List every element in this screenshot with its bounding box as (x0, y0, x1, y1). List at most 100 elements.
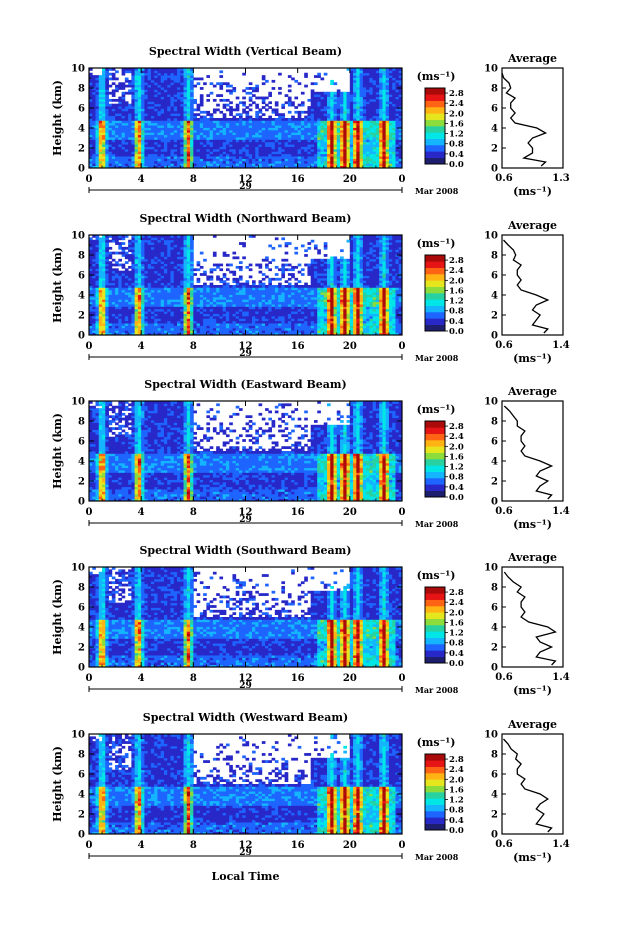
heatmap-cell (363, 130, 367, 133)
heatmap-cell (96, 158, 100, 161)
heatmap-cell (255, 158, 259, 161)
heatmap-cell (174, 78, 178, 81)
heatmap-cell (213, 316, 217, 319)
heatmap-cell (343, 139, 347, 142)
heatmap-cell (350, 99, 354, 102)
heatmap-cell (99, 85, 103, 88)
heatmap-cell (278, 120, 282, 123)
heatmap-cell (144, 118, 148, 121)
heatmap-cell (92, 142, 96, 145)
heatmap-cell (118, 123, 122, 126)
heatmap-cell (343, 108, 347, 111)
heatmap-cell (96, 80, 100, 83)
heatmap-cell (164, 158, 168, 161)
heatmap-cell (180, 330, 184, 333)
heatmap-cell (144, 316, 148, 319)
heatmap-cell (92, 149, 96, 152)
heatmap-cell (327, 111, 331, 114)
heatmap-cell (334, 125, 338, 128)
heatmap-cell (115, 237, 119, 240)
heatmap-cell (184, 142, 188, 145)
heatmap-cell (232, 130, 236, 133)
heatmap-cell (96, 82, 100, 85)
heatmap-cell (203, 130, 207, 133)
heatmap-cell (109, 247, 113, 250)
heatmap-cell (340, 123, 344, 126)
heatmap-cell (350, 139, 354, 142)
heatmap-cell (203, 128, 207, 131)
heatmap-cell (298, 82, 302, 85)
heatmap-cell (102, 252, 106, 255)
heatmap-cell (275, 163, 279, 166)
heatmap-cell (262, 161, 266, 164)
heatmap-cell (190, 128, 194, 131)
heatmap-cell (392, 106, 396, 109)
heatmap-cell (118, 130, 122, 133)
heatmap-cell (360, 135, 364, 138)
heatmap-cell (99, 278, 103, 281)
heatmap-cell (210, 316, 214, 319)
heatmap-cell (138, 297, 142, 300)
heatmap-cell (340, 137, 344, 140)
heatmap-cell (109, 290, 113, 293)
heatmap-cell (275, 161, 279, 164)
heatmap-cell (174, 285, 178, 288)
heatmap-cell (174, 135, 178, 138)
heatmap-cell (389, 147, 393, 150)
heatmap-cell (311, 163, 315, 166)
heatmap-cell (122, 325, 126, 328)
heatmap-cell (187, 330, 191, 333)
heatmap-cell (347, 149, 351, 152)
heatmap-cell (373, 154, 377, 157)
heatmap-cell (167, 144, 171, 147)
heatmap-cell (161, 73, 165, 76)
heatmap-cell (190, 104, 194, 107)
heatmap-cell (157, 261, 161, 264)
heatmap-cell (386, 73, 390, 76)
heatmap-cell (190, 139, 194, 142)
heatmap-cell (350, 97, 354, 100)
heatmap-cell (135, 116, 139, 119)
heatmap-cell (389, 111, 393, 114)
heatmap-cell (356, 78, 360, 81)
heatmap-cell (337, 89, 341, 92)
heatmap-cell (255, 118, 259, 121)
heatmap-cell (392, 92, 396, 95)
heatmap-cell (223, 330, 227, 333)
heatmap-cell (135, 154, 139, 157)
heatmap-cell (356, 161, 360, 164)
heatmap-cell (184, 259, 188, 262)
average-y-tick-label: 6 (491, 104, 498, 115)
heatmap-cell (265, 144, 269, 147)
heatmap-cell (99, 314, 103, 317)
heatmap-cell (92, 97, 96, 100)
heatmap-cell (154, 283, 158, 286)
heatmap-cell (180, 309, 184, 312)
heatmap-cell (206, 321, 210, 324)
heatmap-cell (122, 116, 126, 119)
heatmap-cell (118, 325, 122, 328)
heatmap-cell (226, 299, 230, 302)
heatmap-cell (164, 135, 168, 138)
heatmap-cell (356, 156, 360, 159)
heatmap-cell (376, 89, 380, 92)
heatmap-cell (356, 108, 360, 111)
heatmap-cell (112, 111, 116, 114)
heatmap-cell (151, 304, 155, 307)
heatmap-cell (317, 97, 321, 100)
heatmap-cell (151, 271, 155, 274)
heatmap-cell (171, 106, 175, 109)
heatmap-cell (340, 158, 344, 161)
heatmap-cell (360, 73, 364, 76)
heatmap-cell (135, 321, 139, 324)
heatmap-cell (161, 113, 165, 116)
heatmap-cell (190, 108, 194, 111)
heatmap-cell (268, 149, 272, 152)
heatmap-cell (330, 130, 334, 133)
heatmap-cell (96, 135, 100, 138)
heatmap-cell (242, 123, 246, 126)
heatmap-cell (164, 118, 168, 121)
heatmap-cell (343, 149, 347, 152)
heatmap-cell (112, 137, 116, 140)
heatmap-cell (122, 97, 126, 100)
